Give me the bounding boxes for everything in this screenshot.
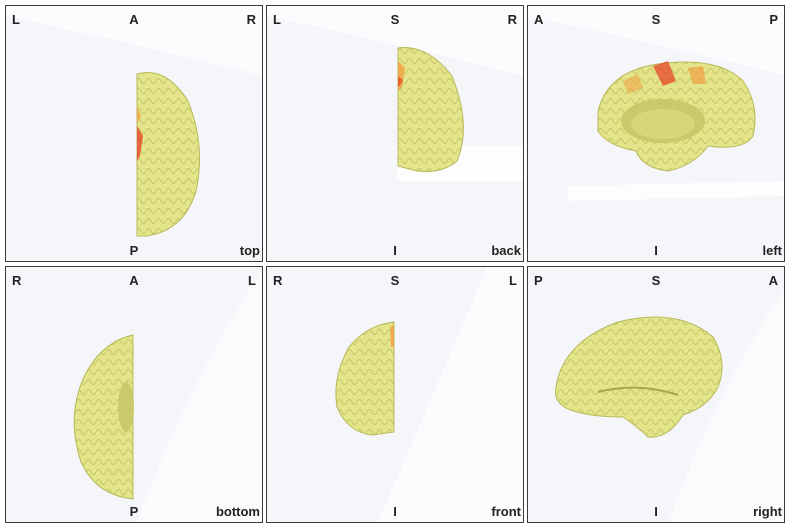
- brain-back-render: [397, 47, 464, 172]
- orientation-top-label: S: [390, 273, 400, 288]
- orientation-bottom-label: P: [129, 243, 139, 258]
- view-name-label: right: [753, 504, 782, 519]
- panel-back-view: L S R I back: [266, 5, 524, 262]
- panel-background: [136, 270, 262, 522]
- orientation-top-label: A: [129, 273, 139, 288]
- orientation-right-label: R: [246, 12, 256, 27]
- view-name-label: top: [239, 243, 260, 258]
- panel-front-view: R S L I front: [266, 266, 524, 523]
- brain-bottom-render: [73, 334, 134, 500]
- orientation-left-label: A: [534, 12, 544, 27]
- brain-top-render: [136, 72, 201, 237]
- orientation-left-label: P: [534, 273, 543, 288]
- view-name-label: front: [491, 504, 521, 519]
- orientation-right-label: A: [768, 273, 778, 288]
- panel-background: [377, 267, 523, 522]
- orientation-bottom-label: I: [393, 504, 397, 519]
- orientation-left-label: L: [12, 12, 20, 27]
- orientation-right-label: L: [248, 273, 256, 288]
- view-name-label: back: [491, 243, 521, 258]
- orientation-left-label: L: [273, 12, 281, 27]
- view-name-label: bottom: [215, 504, 260, 519]
- brain-right-render: [555, 316, 723, 438]
- panel-background: [6, 6, 262, 76]
- orientation-top-label: A: [129, 12, 139, 27]
- brain-front-render: [335, 321, 395, 436]
- orientation-right-label: P: [769, 12, 778, 27]
- panel-background: [668, 289, 784, 522]
- panel-background: [528, 6, 784, 201]
- orientation-bottom-label: I: [654, 243, 658, 258]
- orientation-right-label: L: [509, 273, 517, 288]
- panel-right-view: P S A I right: [527, 266, 785, 523]
- orientation-bottom-label: I: [654, 504, 658, 519]
- orientation-bottom-label: P: [129, 504, 139, 519]
- panel-bottom-view: R A L P bottom: [5, 266, 263, 523]
- brain-left-render: [597, 61, 756, 172]
- orientation-left-label: R: [273, 273, 283, 288]
- orientation-bottom-label: I: [393, 243, 397, 258]
- view-name-label: left: [762, 243, 783, 258]
- orientation-top-label: S: [651, 273, 661, 288]
- orientation-top-label: S: [390, 12, 400, 27]
- orientation-left-label: R: [12, 273, 22, 288]
- panel-top-view: L A R P top: [5, 5, 263, 262]
- orientation-top-label: S: [651, 12, 661, 27]
- orientation-right-label: R: [507, 12, 517, 27]
- panel-left-view: A S P I left: [527, 5, 785, 262]
